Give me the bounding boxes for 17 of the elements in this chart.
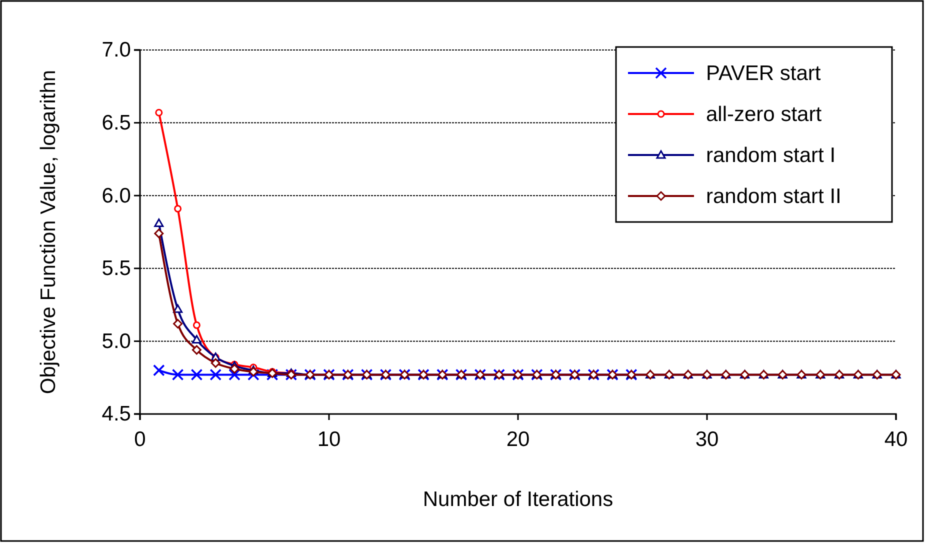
y-axis-title: Objective Function Value, logarithn	[37, 70, 60, 394]
legend-label: PAVER start	[706, 62, 821, 85]
legend-label: all-zero start	[706, 103, 822, 126]
x-tick-label: 10	[317, 428, 341, 452]
y-tick-label: 6.0	[102, 184, 131, 208]
y-tick-label: 5.5	[102, 257, 131, 280]
x-tick-label: 0	[134, 428, 146, 452]
x-tick-label: 40	[884, 428, 908, 452]
x-axis-title: Number of Iterations	[422, 488, 614, 511]
legend-label: random start II	[706, 185, 842, 208]
y-tick-label: 5.0	[102, 330, 131, 353]
x-tick-label: 30	[695, 428, 719, 452]
legend-label: random start I	[706, 144, 836, 167]
y-tick-label: 7.0	[102, 38, 131, 62]
x-tick-label: 20	[506, 428, 530, 452]
y-tick-label: 4.5	[102, 402, 131, 426]
y-tick-label: 6.5	[102, 112, 131, 135]
